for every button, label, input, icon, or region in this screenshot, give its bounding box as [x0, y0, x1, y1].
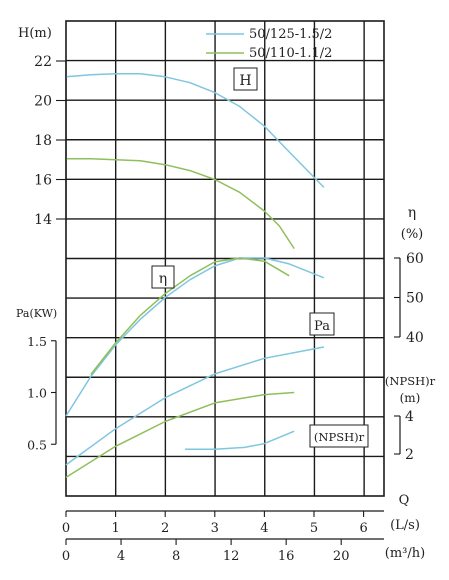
curve-npsh-series-1: [185, 430, 295, 451]
eta-panel-label-box: [151, 265, 175, 289]
q-m3h-axis-tick-label: 20: [333, 549, 350, 564]
eta-axis-tick-label: 60: [406, 251, 424, 267]
npsh-axis-tick-label: 2: [405, 447, 414, 463]
npsh-panel-label: (NPSH)r: [314, 430, 365, 444]
q-m3h-axis-tick-label: 8: [172, 549, 180, 564]
h-axis-tick-label: 22: [34, 54, 52, 70]
q-axis-tick-label: 3: [211, 521, 219, 536]
pa-axis-tick-label: 1.5: [27, 334, 47, 349]
npsh-axis-tick-label: 4: [405, 409, 414, 425]
q-axis-tick-label: 0: [62, 521, 70, 536]
npsh-panel-label-box: [309, 424, 369, 448]
eta-axis-unit: (%): [401, 227, 424, 242]
pa-panel-label: Pa: [314, 319, 330, 334]
curve-H-series-2: [66, 158, 295, 250]
curve-eta-series-2: [90, 257, 290, 375]
eta-axis-tick-label: 40: [406, 330, 424, 346]
legend: 50/125-1.5/2 50/110-1.1/2: [206, 27, 332, 61]
q-axis-title: Q: [399, 493, 410, 508]
q-axis-unit: (L/s): [390, 518, 420, 533]
curve-Pa-series-2: [65, 391, 295, 479]
eta-axis-tick-label: 50: [406, 291, 424, 307]
legend-label-series-1: 50/125-1.5/2: [249, 27, 332, 42]
eta-axis-title: η: [408, 205, 416, 221]
h-axis-tick-label: 18: [34, 133, 52, 149]
curves-group: [65, 73, 325, 479]
chart-grid: [65, 20, 385, 497]
q-m3h-axis-unit: (m³/h): [385, 546, 425, 561]
legend-label-series-2: 50/110-1.1/2: [249, 46, 332, 61]
h-panel-label: H: [239, 73, 251, 89]
q-m3h-axis-tick-label: 4: [117, 549, 125, 564]
q-axis-tick-label: 5: [310, 521, 318, 536]
q-m3h-axis-tick-label: 0: [62, 549, 70, 564]
pa-panel-label-box: [309, 312, 335, 336]
pa-axis-tick-label: 1.0: [27, 386, 47, 401]
pa-axis-title: Pa(KW): [16, 307, 57, 320]
curve-Pa-series-1: [65, 346, 325, 466]
curve-H-series-1: [65, 73, 325, 188]
h-axis-tick-label: 16: [34, 173, 52, 189]
h-axis-title: H(m): [18, 26, 52, 41]
pa-axis-tick-label: 0.5: [27, 437, 47, 452]
h-axis-tick-label: 14: [34, 212, 52, 228]
h-axis-tick-label: 20: [34, 94, 52, 110]
eta-panel-label: η: [159, 271, 167, 287]
q-axis-tick-label: 6: [359, 521, 367, 536]
q-axis-tick-label: 2: [161, 521, 169, 536]
q-axis-tick-label: 1: [111, 521, 119, 536]
q-axis-tick-label: 4: [260, 521, 268, 536]
h-panel-label-box: [233, 67, 258, 91]
npsh-axis-unit: (m): [400, 391, 421, 405]
npsh-axis-title: (NPSH)r: [385, 374, 436, 388]
q-m3h-axis-tick-label: 12: [223, 549, 240, 564]
q-m3h-axis-tick-label: 16: [278, 549, 295, 564]
curve-eta-series-1: [65, 257, 325, 417]
